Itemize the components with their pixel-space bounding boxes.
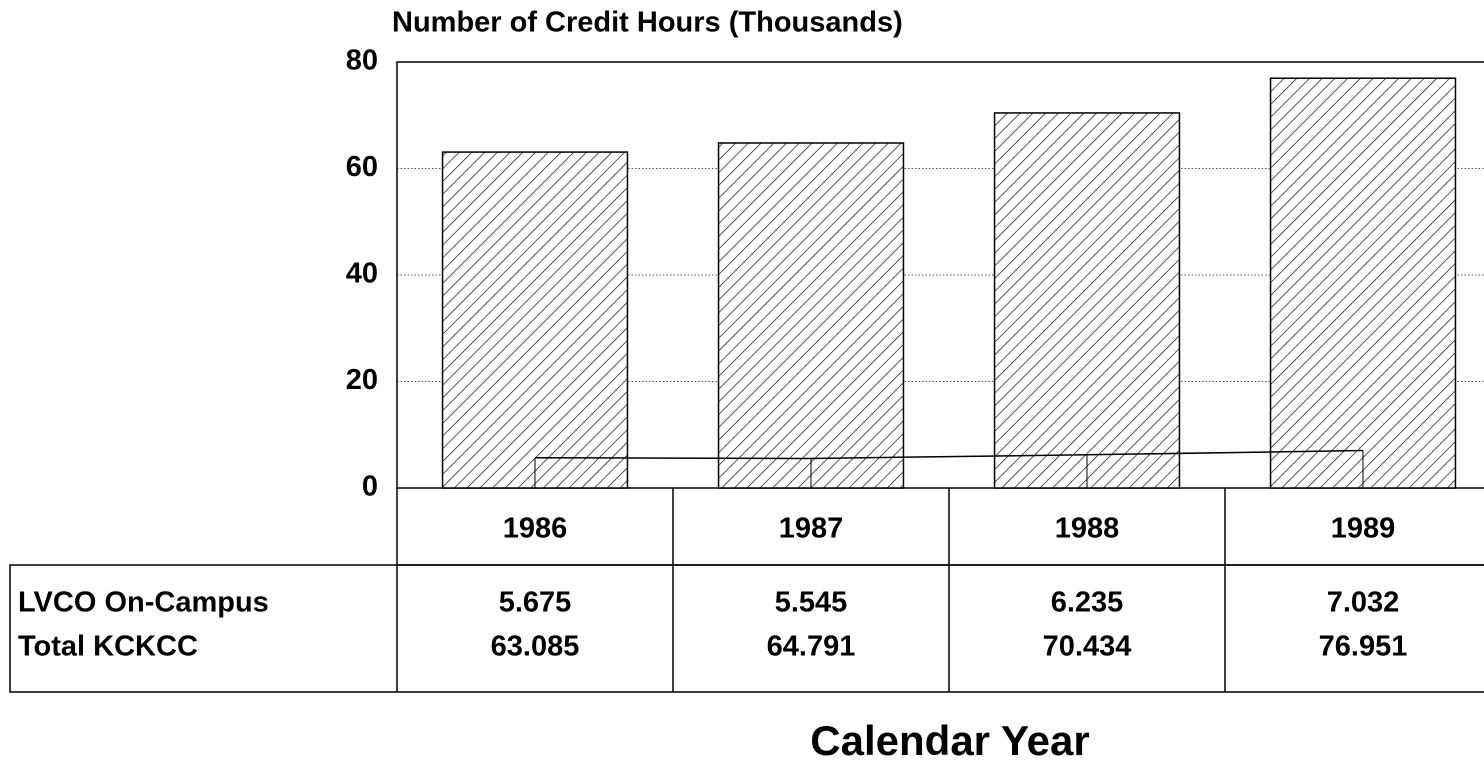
y-tick-label: 80 [346, 45, 378, 77]
legend-label: Total KCKCC [18, 631, 198, 663]
table-value: 76.951 [1319, 631, 1408, 663]
x-tick-label: 1986 [503, 513, 568, 545]
line [534, 449, 1364, 460]
chart-title: Number of Credit Hours (Thousands) [392, 7, 903, 39]
table-value: 64.791 [767, 631, 856, 663]
table-frame [9, 564, 1484, 693]
y-tick-label: 40 [346, 258, 378, 290]
table-value: 7.032 [1327, 587, 1400, 619]
table-value: 6.235 [1051, 587, 1124, 619]
table-value: 63.085 [491, 631, 580, 663]
table-value: 5.545 [775, 587, 848, 619]
bar [717, 142, 905, 489]
y-tick-label: 0 [362, 471, 378, 503]
x-tick-label: 1989 [1331, 513, 1396, 545]
legend-label: LVCO On-Campus [18, 587, 269, 619]
bar [441, 151, 629, 489]
x-tick-label: 1988 [1055, 513, 1120, 545]
y-tick-label: 20 [346, 364, 378, 396]
x-tick-label: 1987 [779, 513, 844, 545]
table-value: 5.675 [499, 587, 572, 619]
y-tick-label: 60 [346, 151, 378, 183]
table-value: 70.434 [1043, 631, 1132, 663]
x-axis-label: Calendar Year [810, 717, 1089, 761]
bar [993, 112, 1181, 489]
bar [1269, 77, 1457, 489]
